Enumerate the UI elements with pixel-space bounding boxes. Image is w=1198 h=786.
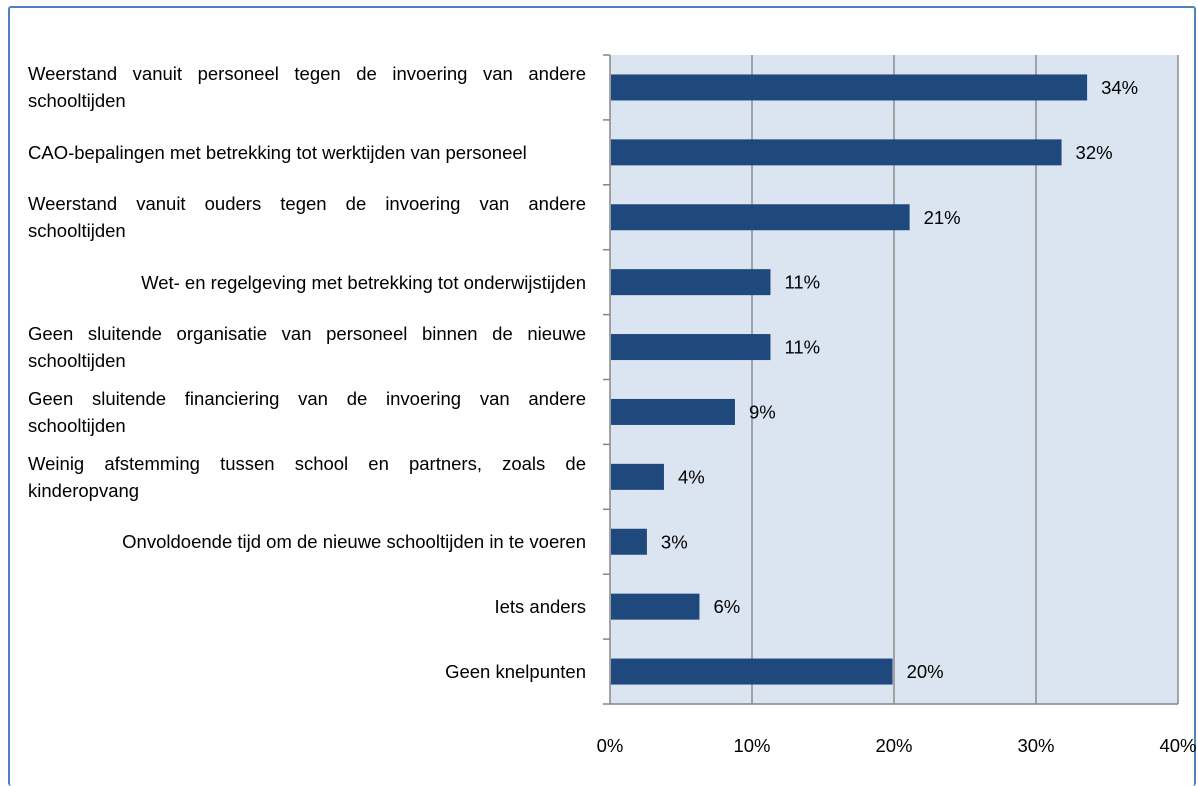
bar-7 — [611, 463, 664, 490]
bar-5 — [611, 334, 771, 361]
category-label: Weerstand vanuit personeel tegen de invo… — [28, 63, 586, 112]
x-tick-label: 30% — [1017, 735, 1054, 756]
bar-10 — [611, 658, 893, 685]
bar-value-label: 20% — [907, 661, 944, 682]
bar-value-label: 11% — [784, 272, 820, 293]
bar-9 — [611, 593, 700, 620]
bar-2 — [611, 139, 1062, 166]
bar-value-label: 3% — [661, 531, 688, 552]
category-label: Geen knelpunten — [445, 661, 586, 683]
category-label: Iets anders — [494, 596, 586, 618]
bar-value-label: 21% — [924, 207, 961, 228]
category-label: CAO-bepalingen met betrekking tot werkti… — [28, 141, 527, 163]
category-label: Geen sluitende financiering van de invoe… — [28, 387, 586, 436]
x-tick-label: 40% — [1159, 735, 1196, 756]
x-tick-label: 10% — [733, 735, 770, 756]
x-tick-label: 0% — [597, 735, 624, 756]
bar-6 — [611, 398, 735, 425]
chart-frame — [8, 6, 1196, 786]
x-tick-label: 20% — [875, 735, 912, 756]
bar-value-label: 11% — [784, 337, 820, 358]
bar-value-label: 4% — [678, 466, 705, 487]
bar-value-label: 6% — [713, 596, 740, 617]
category-label: Onvoldoende tijd om de nieuwe schooltijd… — [122, 531, 586, 553]
bar-value-label: 32% — [1076, 142, 1113, 163]
bar-1 — [611, 74, 1088, 101]
bar-chart: 0% 10% 20% 30% 40% 34% 32% 21% 11% 11% 9% 4% 3% 6% 20% — [597, 54, 1197, 756]
category-label: Weerstand vanuit ouders tegen de invoeri… — [28, 193, 586, 242]
bar-value-label: 9% — [749, 401, 776, 422]
bar-8 — [611, 528, 647, 555]
bar-4 — [611, 269, 771, 296]
bar-value-label: 34% — [1101, 77, 1138, 98]
category-label: Wet- en regelgeving met betrekking tot o… — [141, 271, 586, 293]
bar-3 — [611, 204, 910, 231]
category-label: Geen sluitende organisatie van personeel… — [28, 323, 586, 372]
category-label: Weinig afstemming tussen school en partn… — [28, 452, 586, 501]
